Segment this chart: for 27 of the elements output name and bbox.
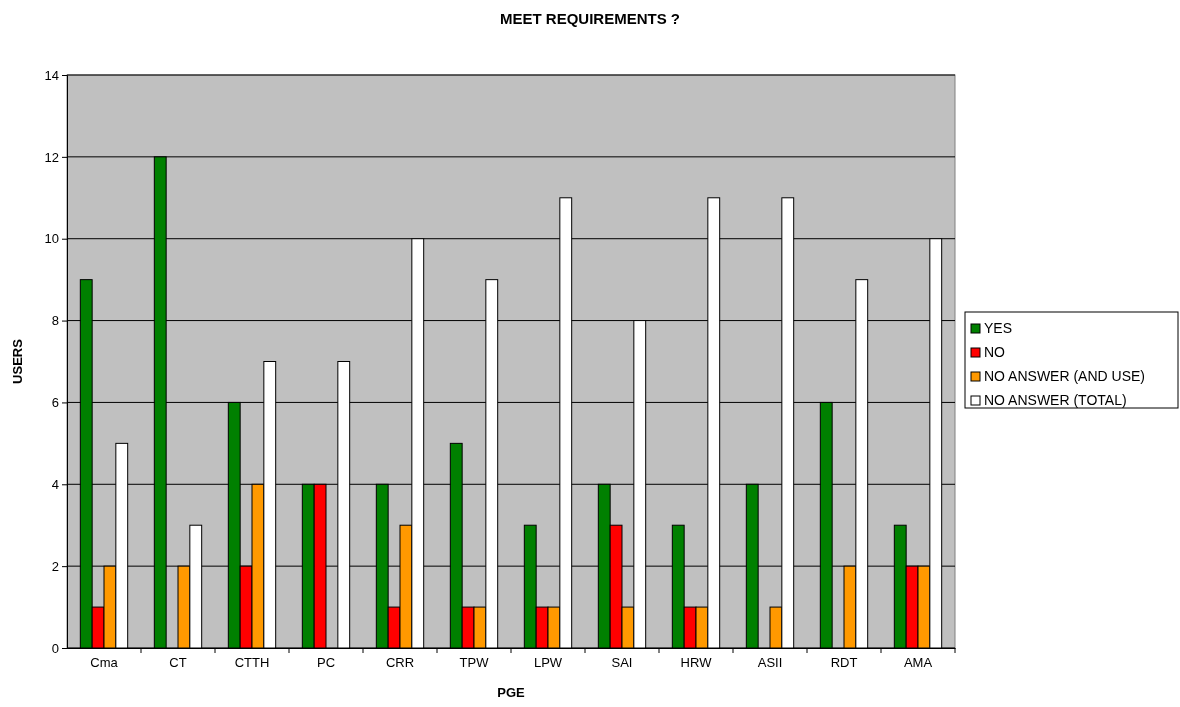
x-tick-label: SAI xyxy=(611,655,633,671)
legend-label: YES xyxy=(984,320,1013,336)
x-tick-label: CTTH xyxy=(234,655,270,671)
legend-label: NO ANSWER (TOTAL) xyxy=(984,392,1127,408)
y-axis-title: USERS xyxy=(10,338,25,384)
x-tick-label: CRR xyxy=(385,655,415,671)
x-tick-label: Cma xyxy=(90,655,119,671)
x-tick-label: AMA xyxy=(903,655,933,671)
y-tick-label: 2 xyxy=(51,558,59,574)
y-tick-label: 14 xyxy=(44,67,59,83)
x-tick-label: ASII xyxy=(757,655,783,671)
x-tick-label: LPW xyxy=(533,655,563,671)
legend-label: NO xyxy=(984,344,1006,360)
y-tick-label: 6 xyxy=(51,395,59,411)
x-tick-label: CT xyxy=(169,655,187,671)
x-tick-label: PC xyxy=(316,655,336,671)
y-tick-label: 12 xyxy=(44,149,59,165)
x-axis-title: PGE xyxy=(497,685,526,700)
x-tick-label: RDT xyxy=(830,655,858,671)
y-tick-label: 10 xyxy=(44,231,59,247)
legend-label: NO ANSWER (AND USE) xyxy=(984,368,1146,384)
y-tick-label: 8 xyxy=(51,313,59,329)
x-tick-label: HRW xyxy=(680,655,713,671)
x-tick-label: TPW xyxy=(459,655,490,671)
y-tick-label: 0 xyxy=(51,640,59,656)
chart-title: MEET REQUIREMENTS ? xyxy=(499,10,681,27)
y-tick-label: 4 xyxy=(51,476,59,492)
